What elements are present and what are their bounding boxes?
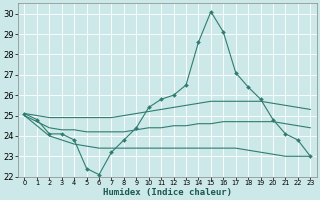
- X-axis label: Humidex (Indice chaleur): Humidex (Indice chaleur): [103, 188, 232, 197]
